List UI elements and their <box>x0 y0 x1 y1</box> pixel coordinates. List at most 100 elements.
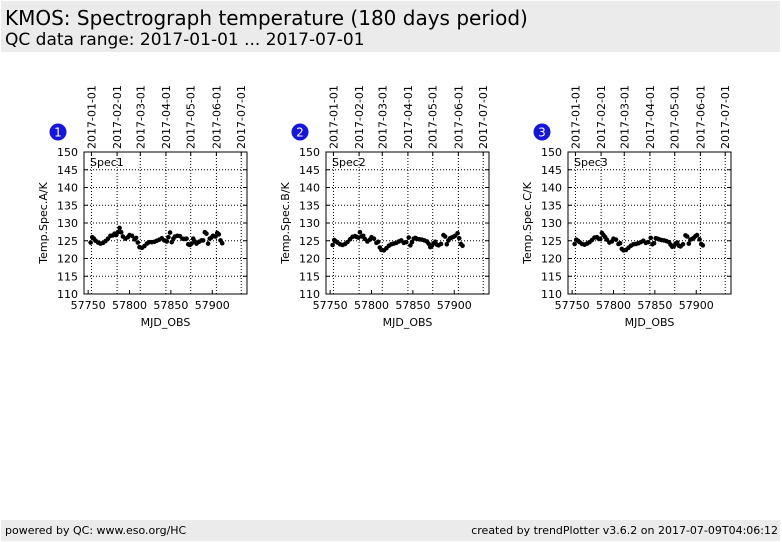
y-axis-label: Temp.Spec.B/K <box>279 181 292 264</box>
data-point <box>680 242 686 247</box>
top-date-label: 2017-02-01 <box>353 85 366 149</box>
data-point <box>357 229 363 235</box>
x-tick-label: 57900 <box>437 299 472 312</box>
y-tick-label: 140 <box>299 182 320 195</box>
data-point <box>330 242 335 248</box>
top-date-label: 2017-06-01 <box>694 85 707 149</box>
y-tick-label: 110 <box>541 288 562 301</box>
data-point <box>184 236 189 241</box>
x-tick-label: 57850 <box>637 299 672 312</box>
data-point <box>166 234 171 240</box>
y-tick-label: 140 <box>57 182 78 195</box>
top-date-label: 2017-03-01 <box>134 85 147 149</box>
top-date-label: 2017-01-01 <box>85 85 98 149</box>
y-tick-label: 120 <box>299 253 320 266</box>
data-point <box>219 240 225 246</box>
data-point <box>617 240 623 246</box>
data-point <box>700 243 706 248</box>
plot-frame <box>325 151 490 295</box>
data-point <box>684 234 690 239</box>
x-tick-label: 57850 <box>395 299 430 312</box>
x-tick-label: 57750 <box>313 299 348 312</box>
data-point <box>189 241 194 246</box>
top-date-label: 2017-01-01 <box>569 85 582 149</box>
data-point <box>205 241 211 246</box>
data-point <box>694 232 700 238</box>
y-axis-label: Temp.Spec.C/K <box>521 181 534 264</box>
data-point <box>371 236 377 241</box>
x-axis-label: MJD_OBS <box>625 316 675 329</box>
data-point <box>133 235 139 241</box>
footer-generator: created by trendPlotter v3.6.2 on 2017-0… <box>471 524 778 537</box>
top-date-label: 2017-04-01 <box>402 85 415 149</box>
x-tick-label: 57800 <box>354 299 389 312</box>
top-date-label: 2017-05-01 <box>669 85 682 149</box>
series-label: Spec1 <box>90 156 124 169</box>
data-point <box>597 236 603 242</box>
x-tick-label: 57750 <box>71 299 106 312</box>
report-footer: powered by QC: www.eso.org/HC created by… <box>1 520 780 541</box>
data-point <box>455 230 460 236</box>
series-label: Spec2 <box>332 156 366 169</box>
top-date-label: 2017-07-01 <box>719 85 732 149</box>
panel-number-badge <box>533 123 551 141</box>
y-tick-label: 110 <box>299 288 320 301</box>
y-tick-label: 120 <box>541 253 562 266</box>
y-tick-label: 115 <box>299 270 320 283</box>
panel-number-badge <box>291 123 309 141</box>
data-point <box>697 237 702 242</box>
data-point <box>572 241 577 247</box>
plot-frame <box>83 151 248 295</box>
page-subtitle: QC data range: 2017-01-01 ... 2017-07-01 <box>5 30 365 50</box>
data-point <box>613 237 619 242</box>
y-tick-label: 150 <box>57 146 78 159</box>
data-point <box>403 239 409 245</box>
y-tick-label: 115 <box>57 270 78 283</box>
data-point <box>135 240 141 245</box>
data-point <box>118 229 124 235</box>
y-tick-label: 150 <box>299 146 320 159</box>
data-point <box>645 239 651 245</box>
top-date-label: 2017-04-01 <box>644 85 657 149</box>
y-tick-label: 140 <box>541 182 562 195</box>
data-point <box>426 241 431 246</box>
y-tick-label: 145 <box>299 164 320 177</box>
report-header: KMOS: Spectrograph temperature (180 days… <box>1 1 780 52</box>
chart-panel: 110 115 120 125 130 135 140 145 150 2017-01-01 201… <box>279 85 490 329</box>
series-label: Spec3 <box>574 156 608 169</box>
top-date-label: 2017-03-01 <box>618 85 631 149</box>
y-tick-label: 110 <box>57 288 78 301</box>
x-tick-label: 57900 <box>679 299 714 312</box>
y-tick-label: 125 <box>299 235 320 248</box>
data-point <box>129 233 135 239</box>
y-tick-label: 120 <box>57 253 78 266</box>
data-point <box>409 239 415 245</box>
y-tick-label: 145 <box>57 164 78 177</box>
top-date-label: 2017-04-01 <box>160 85 173 149</box>
data-point <box>444 242 450 247</box>
panel-number: 1 <box>54 126 62 140</box>
x-tick-label: 57800 <box>112 299 147 312</box>
data-point <box>167 230 173 235</box>
panel-number: 3 <box>538 126 546 140</box>
y-tick-label: 125 <box>541 235 562 248</box>
x-tick-label: 57800 <box>596 299 631 312</box>
y-tick-label: 130 <box>57 217 78 230</box>
data-point <box>204 231 209 236</box>
page-title: KMOS: Spectrograph temperature (180 days… <box>5 6 528 30</box>
top-date-label: 2017-05-01 <box>185 85 198 149</box>
data-point <box>88 240 93 245</box>
footer-credit: powered by QC: www.eso.org/HC <box>5 524 187 537</box>
top-date-label: 2017-06-01 <box>210 85 223 149</box>
plot-frame <box>567 151 732 295</box>
y-tick-label: 135 <box>541 199 562 212</box>
top-date-label: 2017-03-01 <box>376 85 389 149</box>
y-tick-label: 130 <box>541 217 562 230</box>
y-tick-label: 145 <box>541 164 562 177</box>
panel-number: 2 <box>296 126 304 140</box>
top-date-label: 2017-07-01 <box>477 85 490 149</box>
y-tick-label: 125 <box>57 235 78 248</box>
chart-panel: 110 115 120 125 130 135 140 145 150 2017-01-01 201… <box>37 85 248 329</box>
top-date-label: 2017-06-01 <box>452 85 465 149</box>
y-tick-label: 135 <box>299 199 320 212</box>
